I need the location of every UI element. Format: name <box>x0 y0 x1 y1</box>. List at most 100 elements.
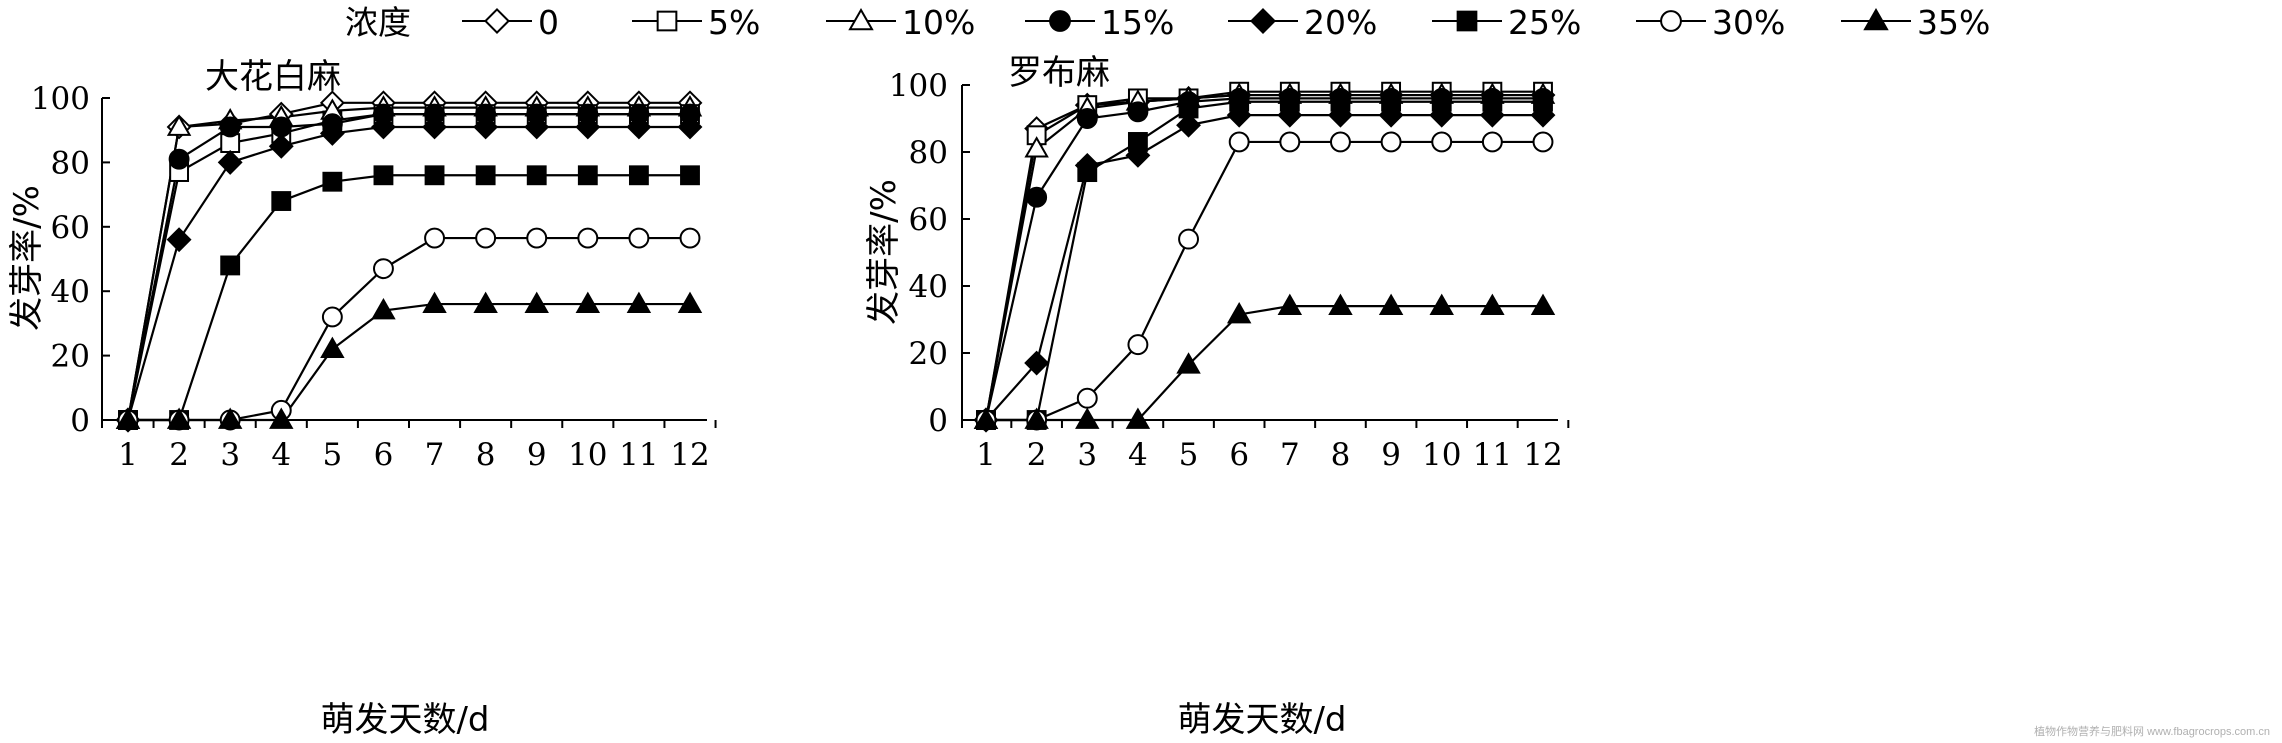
data-point <box>1431 131 1453 153</box>
data-point <box>220 255 241 276</box>
y-tick-label: 0 <box>928 403 948 439</box>
legend-label: 25% <box>1508 3 1581 42</box>
data-point <box>217 149 243 175</box>
y-tick-label: 20 <box>909 336 948 372</box>
watermark: 植物作物营养与肥料网 www.fbagrocrops.com.cn <box>2034 726 2270 738</box>
data-point <box>577 165 598 186</box>
data-point <box>677 114 703 140</box>
series-markers <box>115 291 703 429</box>
data-point <box>1380 131 1402 153</box>
series-line <box>985 114 1543 421</box>
data-point <box>1431 91 1452 112</box>
legend-entry: 25% <box>1432 3 1581 42</box>
series-line <box>986 140 1543 422</box>
x-tick-label: 5 <box>1179 437 1199 473</box>
legend-marker <box>848 7 874 31</box>
data-point <box>1533 91 1553 112</box>
series-line <box>126 125 690 421</box>
data-point <box>1229 91 1250 112</box>
data-point <box>1381 91 1402 112</box>
x-tick-label: 3 <box>220 437 240 473</box>
data-point <box>322 171 343 192</box>
data-point <box>424 227 445 249</box>
x-tick-label: 5 <box>322 437 342 473</box>
data-point <box>628 227 650 249</box>
series-markers <box>118 104 700 430</box>
data-point <box>1125 407 1151 429</box>
x-tick-label: 7 <box>1280 437 1300 473</box>
series-markers <box>973 82 1556 429</box>
series-line <box>126 106 690 421</box>
data-point <box>1127 101 1149 123</box>
data-point <box>271 191 292 211</box>
data-point <box>269 407 294 429</box>
data-point <box>115 407 141 429</box>
legend-label: 5% <box>708 3 760 42</box>
data-point <box>526 227 548 249</box>
y-tick-label: 40 <box>51 274 90 310</box>
y-tick-label: 80 <box>909 135 948 171</box>
data-point <box>371 298 396 320</box>
x-tick-label: 7 <box>425 437 445 473</box>
data-point <box>626 291 652 313</box>
x-tick-label: 12 <box>1523 437 1562 473</box>
x-axis-title: 萌发天数/d <box>1177 700 1346 740</box>
series-markers <box>117 227 701 431</box>
data-point <box>677 291 703 313</box>
data-point <box>524 291 549 313</box>
legend-marker <box>1456 10 1478 32</box>
data-point <box>320 336 345 359</box>
data-point <box>166 114 192 136</box>
data-point <box>1277 293 1303 315</box>
data-point <box>577 227 599 249</box>
data-point <box>526 165 547 186</box>
data-point <box>1330 131 1351 153</box>
data-point <box>168 148 190 170</box>
data-point <box>219 116 241 138</box>
series-line <box>126 101 690 421</box>
legend-marker <box>656 10 678 32</box>
legend-label: 10% <box>902 3 975 42</box>
x-tick-label: 4 <box>271 437 291 473</box>
data-point <box>1024 136 1049 158</box>
legend-entry: 15% <box>1025 3 1174 42</box>
data-point <box>1330 91 1351 112</box>
data-point <box>1127 334 1149 356</box>
data-point <box>1226 301 1252 324</box>
data-point <box>475 227 497 249</box>
legend-marker <box>1863 7 1889 31</box>
data-point <box>973 407 999 429</box>
legend-label: 35% <box>1917 3 1990 42</box>
series-line <box>126 112 690 421</box>
x-tick-label: 8 <box>1331 437 1351 473</box>
y-tick-label: 100 <box>31 81 90 117</box>
x-tick-label: 2 <box>169 437 189 473</box>
y-tick-label: 80 <box>51 145 90 181</box>
data-point <box>1328 293 1353 315</box>
x-tick-label: 9 <box>527 437 547 473</box>
data-point <box>1480 293 1505 315</box>
data-point <box>1176 352 1201 374</box>
y-tick-label: 100 <box>889 68 948 104</box>
legend-entry: 0 <box>462 3 559 42</box>
series-markers <box>118 165 700 430</box>
data-point <box>373 258 394 280</box>
data-point <box>1077 162 1098 183</box>
legend-entry: 5% <box>632 3 760 42</box>
x-tick-label: 1 <box>118 437 138 473</box>
legend-marker <box>1049 10 1071 32</box>
data-point <box>166 407 192 429</box>
y-tick-label: 20 <box>51 339 90 375</box>
data-point <box>166 227 192 253</box>
x-tick-label: 10 <box>1422 437 1461 473</box>
x-tick-label: 11 <box>1473 437 1512 473</box>
data-point <box>424 165 445 186</box>
legend-entry: 20% <box>1228 3 1377 42</box>
data-point <box>321 306 343 328</box>
legend-entry: 30% <box>1636 3 1785 42</box>
series-line <box>126 112 690 421</box>
data-point <box>1482 91 1503 112</box>
